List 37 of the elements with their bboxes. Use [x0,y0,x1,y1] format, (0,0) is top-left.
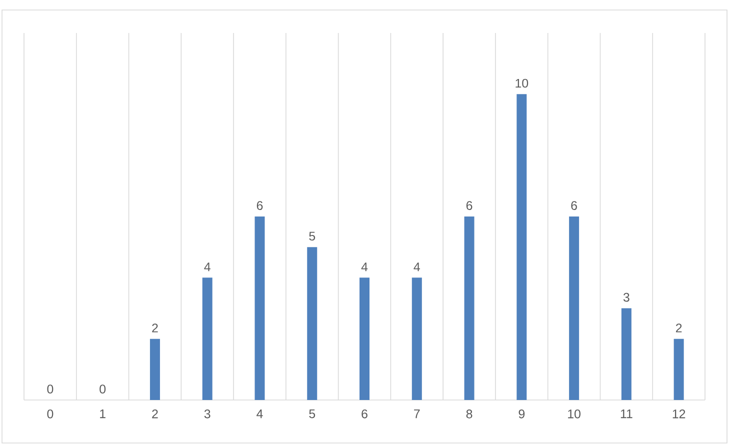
x-tick-label: 3 [204,410,210,418]
bar [254,216,265,400]
data-label: 0 [100,384,106,394]
x-tick-label: 5 [309,410,316,418]
x-tick-label: 6 [362,410,368,418]
bar [360,278,370,400]
x-tick-label: 4 [256,410,263,418]
bar [307,247,318,400]
x-tick-label: 9 [518,410,525,418]
bar [516,94,527,400]
bar [202,278,212,400]
x-tick-label: 0 [47,410,54,418]
bar [150,338,160,400]
data-label: 4 [204,262,210,272]
data-label: 0 [47,384,54,394]
bar [621,308,632,400]
data-label: 2 [676,324,682,332]
x-tick-label: 10 [568,410,580,418]
data-label: 5 [309,232,316,241]
x-tick-label: 8 [466,410,472,418]
x-tick-label: 7 [414,410,420,418]
data-label: 6 [571,201,577,210]
data-label: 10 [516,78,528,88]
bar [674,338,684,400]
x-tick-label: 11 [620,410,632,418]
bar [569,216,580,400]
data-label: 3 [623,292,630,302]
bar [412,278,422,400]
data-label: 6 [256,201,263,210]
x-tick-label: 1 [100,410,106,418]
bar [464,216,474,400]
x-tick-label: 12 [672,410,686,418]
x-tick-label: 2 [152,410,158,418]
data-label: 2 [152,324,158,332]
data-label: 4 [361,262,368,272]
data-label: 6 [466,201,472,210]
data-label: 4 [414,262,420,272]
